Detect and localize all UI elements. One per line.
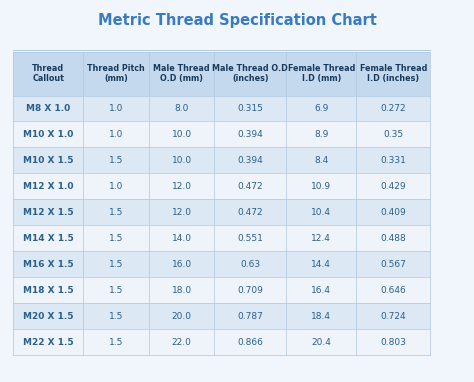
Text: Metric Thread Specification Chart: Metric Thread Specification Chart xyxy=(98,13,376,28)
Text: 1.0: 1.0 xyxy=(109,130,123,139)
Text: 0.394: 0.394 xyxy=(237,130,263,139)
Text: Male Thread O.D
(inches): Male Thread O.D (inches) xyxy=(212,64,288,83)
Text: 0.331: 0.331 xyxy=(381,156,406,165)
Text: 12.0: 12.0 xyxy=(172,208,191,217)
Text: M12 X 1.0: M12 X 1.0 xyxy=(23,182,73,191)
Text: 6.9: 6.9 xyxy=(314,104,328,113)
Text: 12.4: 12.4 xyxy=(311,234,331,243)
Text: 0.409: 0.409 xyxy=(381,208,406,217)
Text: 0.472: 0.472 xyxy=(237,208,263,217)
Text: 12.0: 12.0 xyxy=(172,182,191,191)
Text: 14.0: 14.0 xyxy=(172,234,191,243)
Text: M18 X 1.5: M18 X 1.5 xyxy=(23,286,73,295)
Text: M14 X 1.5: M14 X 1.5 xyxy=(23,234,74,243)
Text: 10.4: 10.4 xyxy=(311,208,331,217)
Text: 0.803: 0.803 xyxy=(381,338,406,347)
Text: Thread Pitch
(mm): Thread Pitch (mm) xyxy=(87,64,145,83)
Text: 16.4: 16.4 xyxy=(311,286,331,295)
Text: 0.709: 0.709 xyxy=(237,286,263,295)
Text: 0.272: 0.272 xyxy=(381,104,406,113)
Text: M16 X 1.5: M16 X 1.5 xyxy=(23,260,73,269)
Text: M12 X 1.5: M12 X 1.5 xyxy=(23,208,73,217)
Text: 10.9: 10.9 xyxy=(311,182,331,191)
Text: 0.63: 0.63 xyxy=(240,260,260,269)
Text: 0.551: 0.551 xyxy=(237,234,263,243)
Text: Female Thread
I.D (inches): Female Thread I.D (inches) xyxy=(360,64,427,83)
Text: 0.315: 0.315 xyxy=(237,104,263,113)
Text: 18.0: 18.0 xyxy=(172,286,191,295)
Text: 0.646: 0.646 xyxy=(381,286,406,295)
Text: 22.0: 22.0 xyxy=(172,338,191,347)
Text: 0.429: 0.429 xyxy=(381,182,406,191)
Text: 18.4: 18.4 xyxy=(311,312,331,321)
Text: Male Thread
O.D (mm): Male Thread O.D (mm) xyxy=(153,64,210,83)
Text: 1.0: 1.0 xyxy=(109,104,123,113)
Text: 0.724: 0.724 xyxy=(381,312,406,321)
Text: 1.5: 1.5 xyxy=(109,312,123,321)
Text: M10 X 1.0: M10 X 1.0 xyxy=(23,130,73,139)
Text: 10.0: 10.0 xyxy=(172,156,191,165)
Text: M8 X 1.0: M8 X 1.0 xyxy=(26,104,71,113)
Text: 8.9: 8.9 xyxy=(314,130,328,139)
Text: 8.4: 8.4 xyxy=(314,156,328,165)
Text: 0.394: 0.394 xyxy=(237,156,263,165)
Text: 0.488: 0.488 xyxy=(381,234,406,243)
Text: 10.0: 10.0 xyxy=(172,130,191,139)
Text: M10 X 1.5: M10 X 1.5 xyxy=(23,156,73,165)
Text: Female Thread
I.D (mm): Female Thread I.D (mm) xyxy=(288,64,355,83)
Text: M22 X 1.5: M22 X 1.5 xyxy=(23,338,73,347)
Text: 1.5: 1.5 xyxy=(109,260,123,269)
Text: 20.0: 20.0 xyxy=(172,312,191,321)
Text: 1.5: 1.5 xyxy=(109,286,123,295)
Text: 1.5: 1.5 xyxy=(109,156,123,165)
Text: 0.472: 0.472 xyxy=(237,182,263,191)
Text: Thread
Callout: Thread Callout xyxy=(32,64,64,83)
Text: 16.0: 16.0 xyxy=(172,260,191,269)
Text: 20.4: 20.4 xyxy=(311,338,331,347)
Text: 1.5: 1.5 xyxy=(109,208,123,217)
Text: 8.0: 8.0 xyxy=(174,104,189,113)
Text: 0.567: 0.567 xyxy=(381,260,406,269)
Text: 1.0: 1.0 xyxy=(109,182,123,191)
Text: M20 X 1.5: M20 X 1.5 xyxy=(23,312,73,321)
Text: 0.866: 0.866 xyxy=(237,338,263,347)
Text: 1.5: 1.5 xyxy=(109,234,123,243)
Text: 14.4: 14.4 xyxy=(311,260,331,269)
Text: 1.5: 1.5 xyxy=(109,338,123,347)
Text: 0.35: 0.35 xyxy=(383,130,403,139)
Text: 0.787: 0.787 xyxy=(237,312,263,321)
